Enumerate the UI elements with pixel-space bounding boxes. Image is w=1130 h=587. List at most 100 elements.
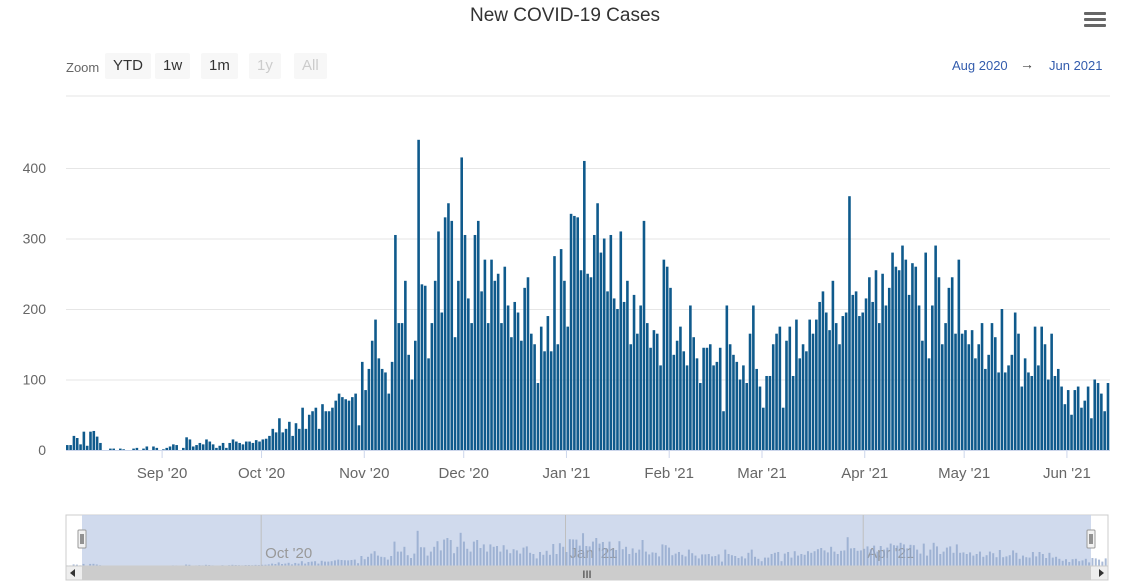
bar [798,358,802,450]
navigator-bar [539,552,542,566]
navigator-bar [1005,556,1008,566]
bar [665,266,669,450]
navigator-bar [373,551,376,566]
bar [490,259,493,450]
bar [473,234,477,450]
zoom-ytd-button[interactable]: YTD [105,53,151,79]
bar [72,435,76,450]
scrollbar-thumb[interactable] [82,566,1091,580]
bar [284,428,288,450]
bar [1103,411,1106,450]
scroll-right-arrow-icon[interactable] [1099,569,1104,577]
navigator-right-handle[interactable] [1086,529,1096,549]
bar [801,344,805,450]
zoom-1m-button[interactable]: 1m [201,53,238,79]
bar [496,273,500,450]
navigator-bar [380,556,383,566]
bar [771,344,775,450]
navigator-bar [396,551,399,566]
navigator-bar [601,542,604,566]
bar [1070,414,1073,450]
navigator-bar [1098,559,1101,566]
bar [1060,386,1063,450]
navigator-bar [1081,560,1084,566]
navigator-bar [274,564,277,566]
bar [238,442,241,450]
navigator-bar [727,554,730,566]
bar [1083,400,1087,450]
navigator-bar [1104,558,1107,566]
navigator-bar [314,561,317,566]
zoom-1w-button[interactable]: 1w [155,53,191,79]
bar [334,400,338,450]
navigator-bar [813,551,816,566]
bar [132,448,135,450]
bar [854,291,858,451]
bar [1007,365,1010,450]
navigator-bar [1015,552,1018,566]
navigator-bar [810,552,813,566]
bar [980,323,984,450]
navigator-bar [899,542,902,566]
navigator-bar [462,541,465,566]
bar [122,449,125,450]
bar [874,270,878,450]
bar [954,333,957,450]
navigator-bar [1078,561,1081,566]
bar [301,407,304,450]
navigator-bar [631,548,634,566]
bar [636,333,639,450]
navigator-bar [439,550,442,566]
navigator-left-handle[interactable] [77,529,87,549]
bar [685,365,689,450]
navigator-bar [892,545,895,566]
bar [586,273,589,450]
zoom-all-button[interactable]: All [294,53,327,79]
y-tick-label: 100 [23,372,47,388]
bar [530,333,533,450]
bar [844,312,848,450]
bar [175,445,178,450]
bar [404,280,407,450]
navigator-bar [598,543,601,566]
range-from[interactable]: Aug 2020 [952,58,1008,73]
bar [894,266,898,450]
navigator-bar [1074,558,1077,566]
navigator-bar [681,554,684,566]
navigator-bar [876,551,879,566]
navigator-bar [912,545,915,566]
navigator-bar [671,555,674,566]
navigator-bar [664,545,667,566]
bar [679,326,682,451]
bar [288,421,291,450]
scroll-left-arrow-icon[interactable] [70,569,75,577]
navigator-bar [615,550,618,566]
bar [583,160,586,450]
navigator-bar [674,553,677,566]
navigator-bar [869,549,872,566]
bar [824,312,828,450]
navigator-bar [982,556,985,566]
bar [642,220,646,451]
bar [768,375,772,450]
navigator-bar [959,552,962,566]
navigator-bar [797,555,800,566]
navigator-bar [585,546,588,566]
bar [145,446,149,450]
bar [450,220,454,451]
navigator-bar [522,547,525,566]
menu-icon[interactable] [1084,12,1106,30]
bar [453,337,457,450]
bar [742,365,745,450]
navigator-bar [204,564,207,566]
zoom-1y-button[interactable]: 1y [249,53,281,79]
navigator-bar [849,548,852,566]
navigator-bar [995,557,998,566]
navigator-bar [1058,558,1061,566]
bar [271,428,275,450]
bar [377,358,381,450]
bar [566,326,570,451]
navigator-bar [476,540,479,566]
range-to[interactable]: Jun 2021 [1049,58,1103,73]
bar [1027,372,1030,450]
